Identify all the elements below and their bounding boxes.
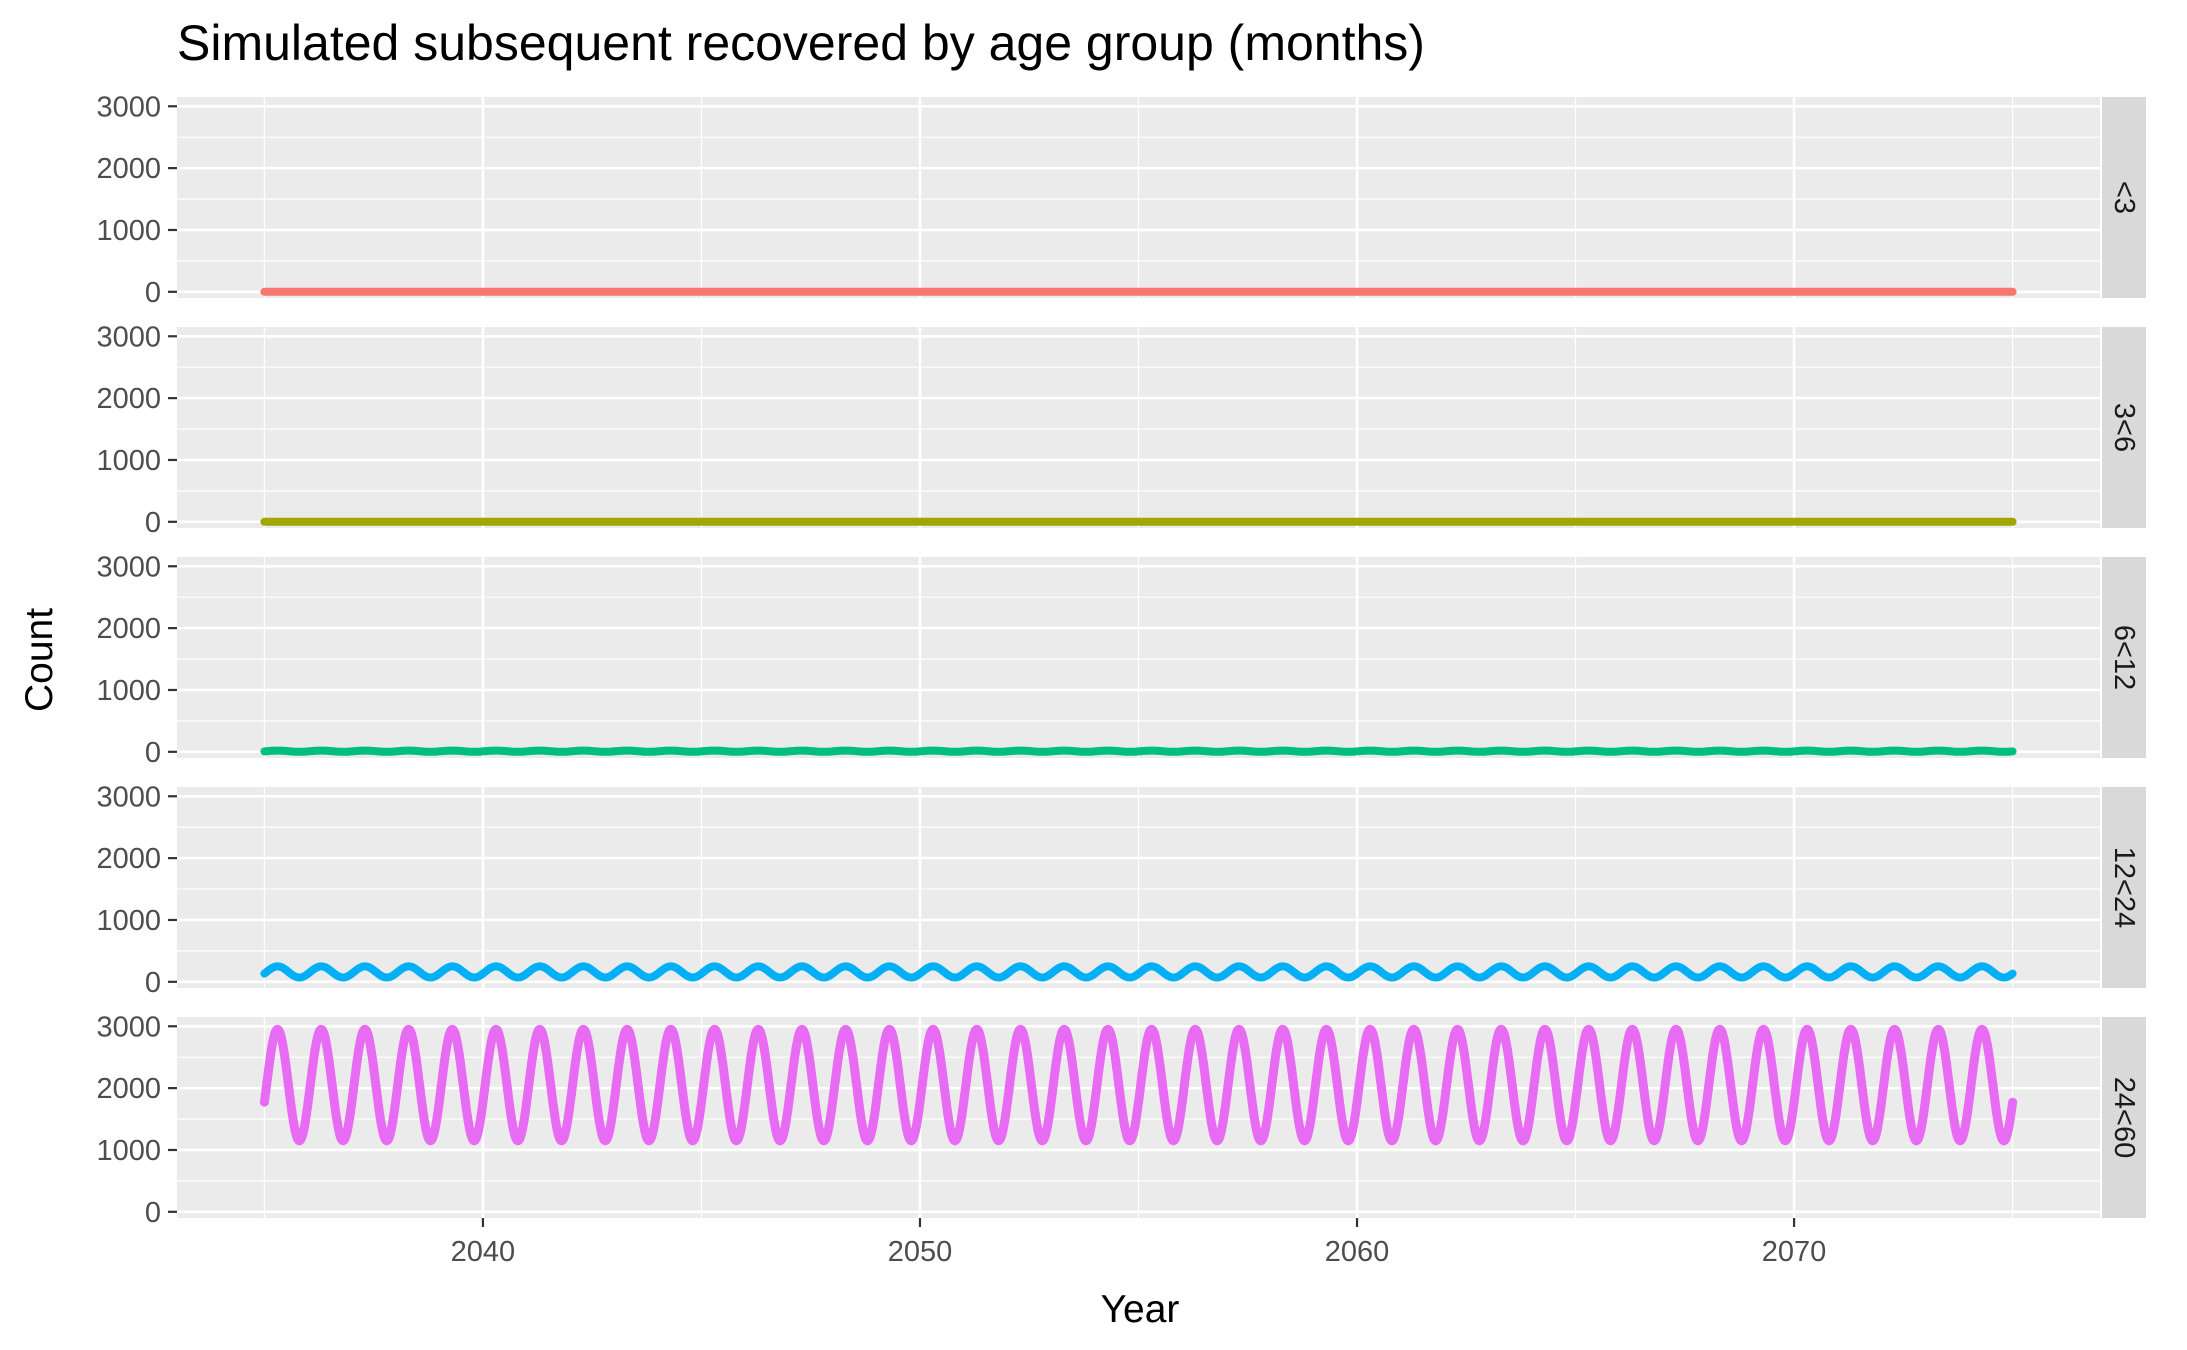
facet-strip [2102, 327, 2146, 528]
facet-panel: 0 1000 2000 3000 3<6 [96, 321, 2146, 539]
facet-panel: 0 1000 2000 3000 6<12 [96, 551, 2146, 769]
y-axis-title: Count [18, 608, 61, 712]
y-tick-label: 1000 [96, 675, 161, 707]
y-tick-label: 2000 [96, 153, 161, 185]
x-axis-title: Year [1101, 1288, 1180, 1331]
facet-panel: 0 1000 2000 3000 12<24 [96, 781, 2146, 999]
y-tick-label: 0 [145, 1197, 161, 1229]
y-tick-label: 3000 [96, 781, 161, 813]
y-tick-label: 2000 [96, 383, 161, 415]
x-tick-label: 2060 [1325, 1236, 1390, 1268]
x-tick-label: 2040 [451, 1236, 516, 1268]
y-tick-label: 2000 [96, 843, 161, 875]
y-tick-label: 3000 [96, 321, 161, 353]
y-tick-label: 3000 [96, 91, 161, 123]
y-tick-label: 0 [145, 737, 161, 769]
facet-strip-label: 12<24 [2108, 847, 2140, 928]
y-tick-label: 1000 [96, 905, 161, 937]
y-tick-label: 2000 [96, 1073, 161, 1105]
series-line [260, 962, 2017, 982]
y-tick-label: 0 [145, 277, 161, 309]
y-tick-label: 3000 [96, 1011, 161, 1043]
facet-strip [2102, 557, 2146, 758]
facet-strip [2102, 787, 2146, 988]
facet-strip-label: <3 [2108, 181, 2140, 214]
y-tick-label: 0 [145, 507, 161, 539]
x-tick-label: 2050 [888, 1236, 953, 1268]
facet-panel: 0 1000 2000 3000 24<60 [96, 1011, 2146, 1229]
x-axis: 2040 2050 2060 2070 [451, 1218, 1827, 1268]
series-line [259, 1024, 2018, 1146]
x-tick-label: 2070 [1762, 1236, 1827, 1268]
y-tick-label: 1000 [96, 1135, 161, 1167]
facet-strip [2102, 97, 2146, 298]
y-tick-label: 3000 [96, 551, 161, 583]
series-line [260, 746, 2017, 756]
facet-strip [2102, 1017, 2146, 1218]
y-tick-label: 0 [145, 967, 161, 999]
y-tick-label: 1000 [96, 445, 161, 477]
facet-strip-label: 3<6 [2108, 403, 2140, 452]
facet-strip-label: 24<60 [2108, 1077, 2140, 1158]
facet-strip-label: 6<12 [2108, 625, 2140, 690]
y-tick-label: 1000 [96, 215, 161, 247]
facet-panels: 0 1000 2000 3000 <3 0 1000 2000 3000 3<6 0 1000 2000… [96, 91, 2146, 1229]
chart-title: Simulated subsequent recovered by age gr… [177, 15, 1425, 71]
y-tick-label: 2000 [96, 613, 161, 645]
facet-panel: 0 1000 2000 3000 <3 [96, 91, 2146, 309]
